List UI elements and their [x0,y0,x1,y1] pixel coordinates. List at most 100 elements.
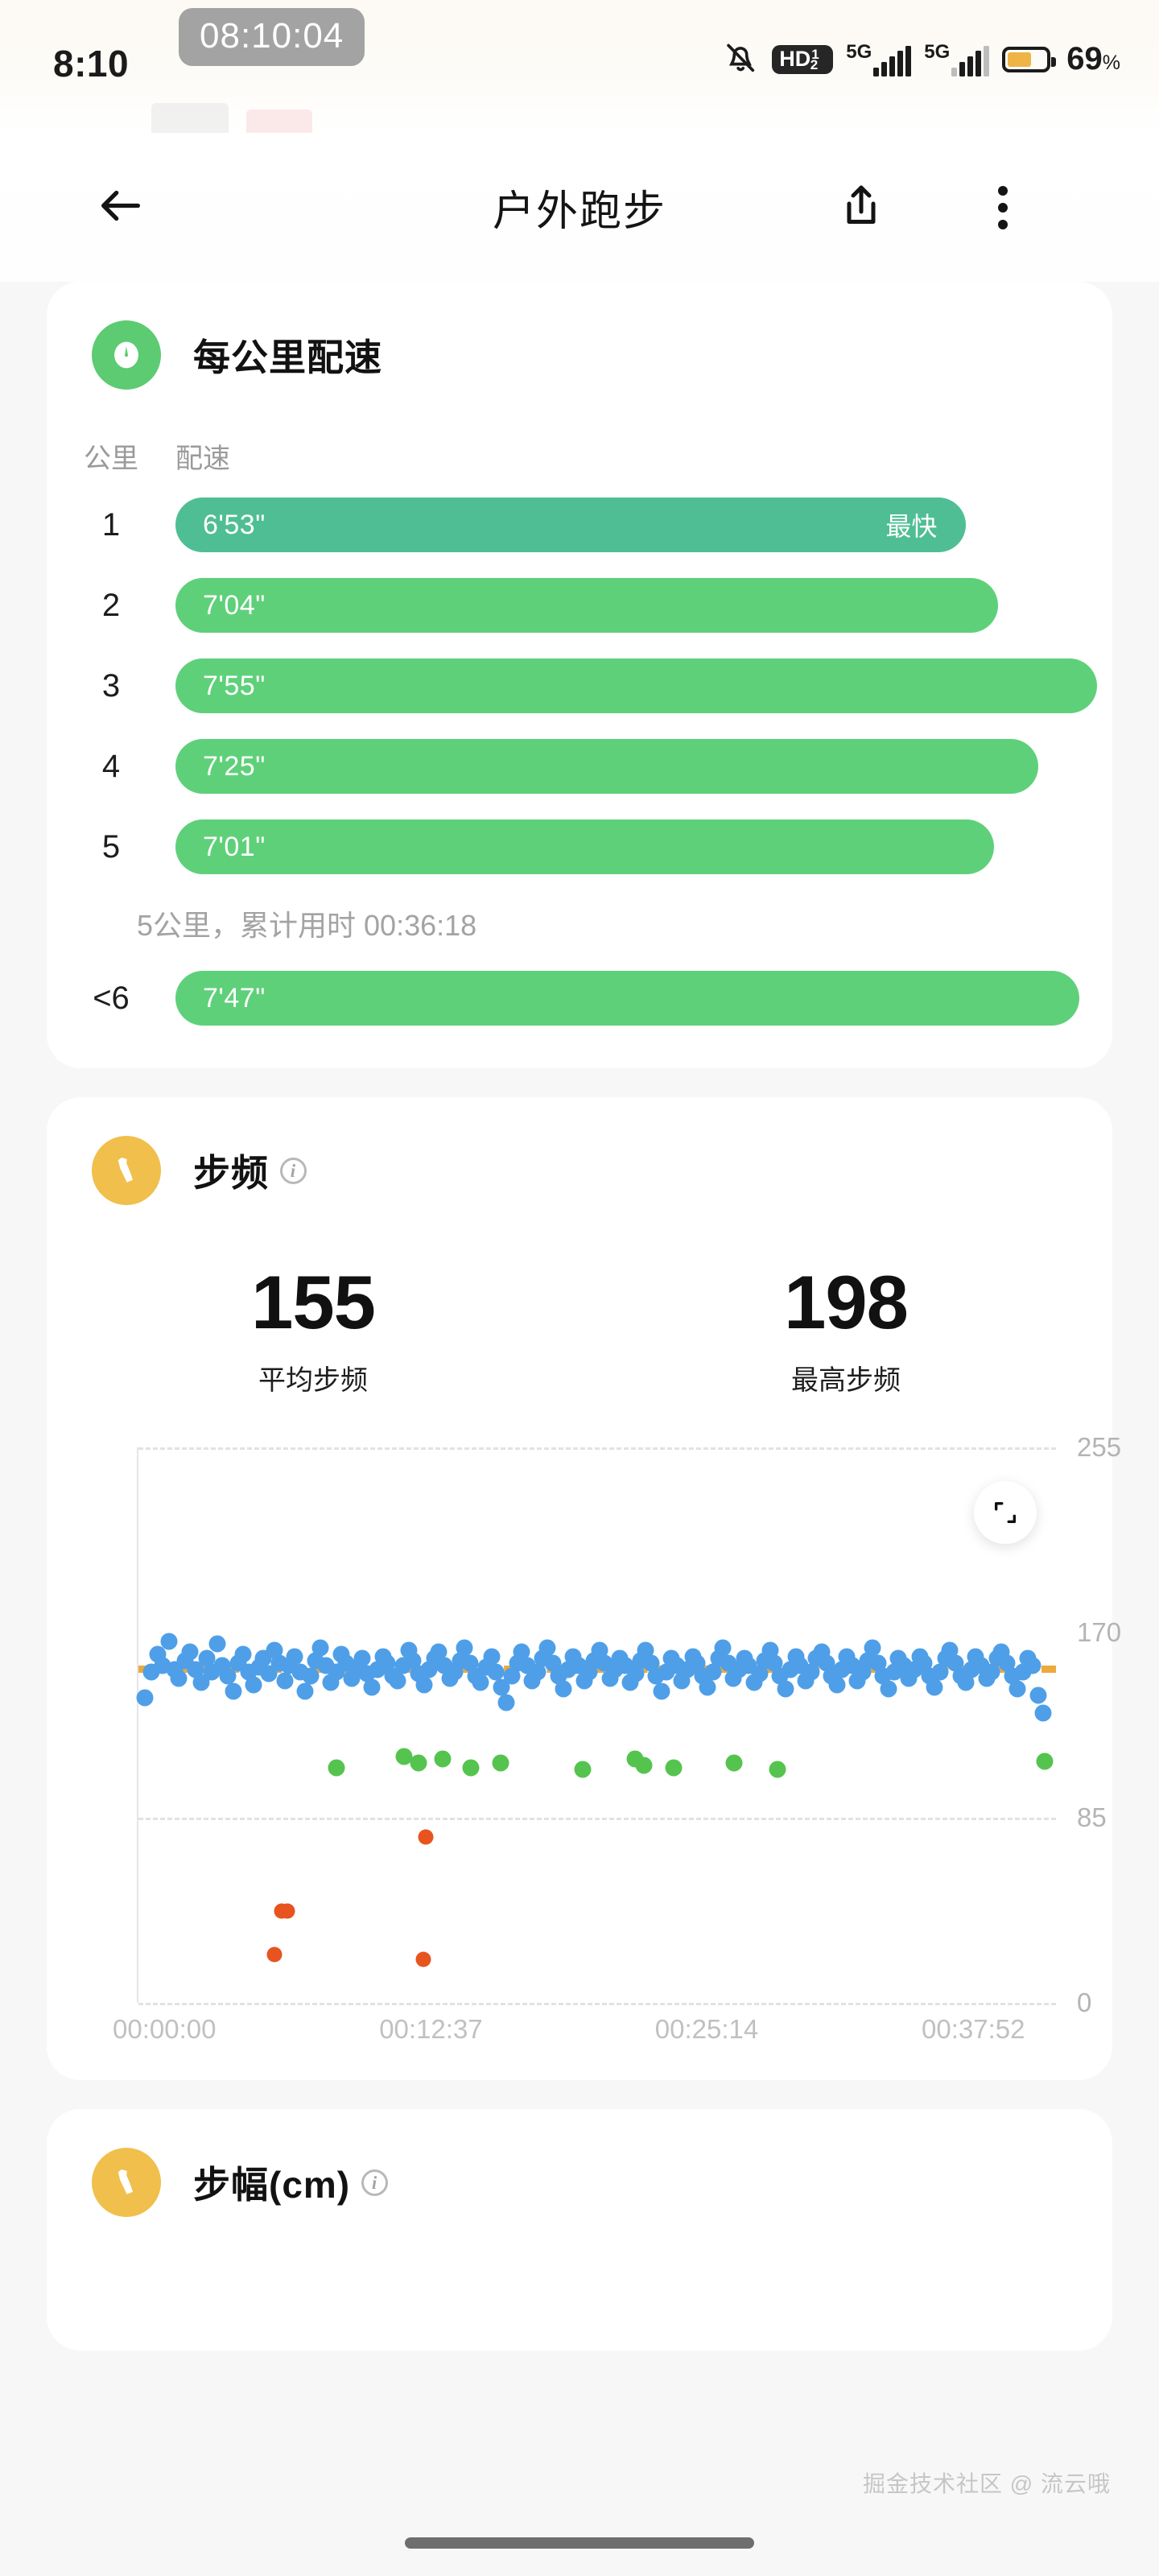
chart-average-line [138,1665,1056,1673]
info-icon[interactable]: i [280,1157,307,1184]
stride-card: 步幅(cm) i [47,2109,1112,2351]
chart-data-point [311,1639,329,1657]
chart-data-point [751,1665,769,1682]
chart-data-point [456,1639,473,1657]
pace-row: <6 7'47" [47,967,1112,1030]
cadence-chart[interactable]: 0 85 170 255 00:00:00 00:12:37 00:25:14 00:37:… [47,1432,1121,2059]
chart-x-tick-label: 00:37:52 [921,2014,1025,2044]
chart-data-point [363,1678,381,1696]
max-cadence-label: 最高步频 [791,1365,901,1396]
cadence-card-header: 步频 i [47,1097,1112,1205]
chart-data-point [957,1674,975,1691]
chart-data-point [765,1654,783,1672]
chart-data-point [665,1759,683,1777]
chart-data-point [544,1654,562,1672]
pace-row-bar: 7'01" [175,819,994,874]
chart-y-tick-label: 170 [1077,1617,1122,1647]
pace-row-value: 7'47" [203,982,266,1013]
chart-data-point [699,1678,716,1696]
status-bar-ghost-block-right [246,109,312,137]
chart-data-point [483,1648,501,1666]
pace-row: 4 7'25" [47,735,1112,798]
chart-data-point [725,1754,743,1772]
pace-row-bar: 7'47" [175,971,1079,1026]
page-title: 户外跑步 [492,188,667,235]
chart-data-point [136,1689,154,1707]
bell-muted-icon [722,39,759,80]
chart-data-point [688,1654,706,1672]
chart-data-point [234,1645,252,1663]
battery-percent-label: 69% [1066,41,1120,76]
chart-data-point [302,1667,320,1685]
chart-y-tick-label: 0 [1077,1988,1092,2017]
share-icon[interactable] [837,181,885,233]
chart-data-point [983,1663,1000,1681]
chart-data-point [869,1654,887,1672]
pace-row: 5 7'01" [47,815,1112,878]
chart-data-point [802,1663,820,1681]
pace-row-bar: 7'04" [175,578,999,633]
signal-bars-sim2 [951,45,990,76]
signal-sim1: 5G [846,42,912,76]
avg-cadence-stat: 155 平均步频 [47,1265,580,1397]
chart-data-point [574,1761,592,1778]
chart-data-point [555,1680,572,1698]
scroll-content[interactable]: 每公里配速 公里 配速 1 6'53" 最快 2 7'04" 3 7'55" 4 7'25" 5 7… [0,282,1159,2576]
running-shoe-icon [92,1136,161,1205]
chart-data-point [761,1641,779,1659]
cadence-scatter-plot[interactable]: 0 85 170 255 [136,1432,1121,2017]
max-cadence-value: 198 [784,1260,909,1344]
info-icon[interactable]: i [361,2169,389,2196]
chart-data-point [497,1694,515,1711]
stride-title-text: 步幅(cm) [193,2164,351,2206]
chart-x-tick-label: 00:25:14 [654,2014,759,2044]
chart-data-point [653,1682,670,1700]
status-bar-ghost-block-left [151,103,229,138]
cadence-card: 步频 i 155 平均步频 198 最高步频 0 85 170 255 [47,1097,1121,2080]
chart-data-point [926,1678,943,1696]
pace-row-km: 2 [101,587,121,623]
back-arrow-icon[interactable] [95,180,146,235]
chart-data-point [395,1748,413,1765]
chart-data-point [170,1670,188,1687]
pace-row-bar: 6'53" 最快 [175,497,967,552]
chart-data-point [415,1676,433,1694]
chart-gridline [138,1818,1056,1820]
status-bar-indicators: HD 1 2 5G 5G 69% [722,39,1120,80]
chart-data-point [998,1654,1016,1672]
chart-data-point [219,1667,237,1685]
chart-data-point [286,1648,303,1666]
pace-row-list: 1 6'53" 最快 2 7'04" 3 7'55" 4 7'25" 5 7'01" [47,493,1112,878]
more-vertical-icon[interactable] [998,185,1008,229]
chart-data-point [704,1663,722,1681]
chart-data-point [266,1641,283,1659]
chart-data-point [410,1754,427,1772]
pace-row-value: 7'25" [203,750,266,782]
chart-y-tick-label: 255 [1077,1432,1122,1462]
chart-data-point [864,1639,881,1657]
running-shoe-icon [92,2148,161,2217]
pace-row-km: 1 [101,506,121,543]
pace-col-pace: 配速 [175,444,230,474]
pace-card-title: 每公里配速 [193,336,382,378]
pace-row: 1 6'53" 最快 [47,493,1112,556]
max-cadence-stat: 198 最高步频 [580,1265,1112,1397]
volte-hd-icon: HD 1 2 [772,44,834,74]
app-header: 户外跑步 [0,133,1159,282]
pace-card-header: 每公里配速 [47,282,1112,390]
chart-data-point [296,1682,314,1700]
fullscreen-expand-icon[interactable] [974,1481,1037,1544]
chart-data-point [279,1903,295,1919]
pace-row-km: 4 [101,748,121,784]
chart-data-point [404,1652,422,1670]
pace-row: 2 7'04" [47,574,1112,637]
pace-column-headers: 公里 配速 [47,390,1112,476]
home-indicator[interactable] [405,2537,754,2549]
pace-row-bar: 7'55" [175,658,1098,713]
chart-data-point [462,1759,480,1777]
chart-data-point [769,1761,786,1778]
status-bar-clock: 8:10 [53,43,130,85]
volte-sim1-label: 1 [811,46,819,62]
chart-data-point [538,1639,556,1657]
volte-hd-label: HD [779,46,811,71]
